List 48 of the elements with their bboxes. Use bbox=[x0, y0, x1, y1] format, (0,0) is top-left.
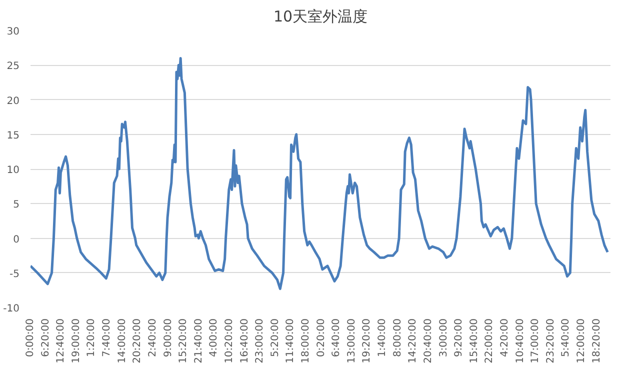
x-tick-label: 1:40:00 bbox=[377, 318, 388, 358]
x-tick-label: 10:20:00 bbox=[224, 318, 235, 364]
x-tick-label: 18:20:00 bbox=[591, 318, 602, 364]
x-tick-label: 6:20:00 bbox=[40, 318, 52, 358]
x-tick-label: 4:00:00 bbox=[208, 318, 220, 358]
x-tick-label: 6:40:00 bbox=[331, 318, 342, 358]
x-tick-label: 23:00:00 bbox=[254, 318, 266, 364]
x-tick-label: 4:20:00 bbox=[499, 318, 510, 358]
x-tick-label: 3:00:00 bbox=[438, 318, 450, 358]
x-tick-label: 16:40:00 bbox=[239, 318, 250, 364]
y-tick-label: 0 bbox=[13, 234, 20, 246]
x-tick-label: 0:20:00 bbox=[316, 318, 327, 358]
x-tick-label: 19:20:00 bbox=[362, 318, 373, 364]
x-tick-label: 1:20:00 bbox=[86, 318, 98, 358]
y-tick-label: 5 bbox=[13, 200, 20, 211]
x-tick-label: 22:00:00 bbox=[484, 318, 496, 364]
x-tick-label: 8:00:00 bbox=[392, 318, 404, 358]
x-tick-label: 9:20:00 bbox=[454, 318, 465, 358]
x-tick-label: 15:20:00 bbox=[178, 318, 190, 364]
x-tick-label: 23:20:00 bbox=[545, 318, 556, 364]
y-tick-label: -10 bbox=[3, 304, 20, 314]
x-tick-label: 20:20:00 bbox=[132, 318, 144, 364]
x-tick-label: 21:40:00 bbox=[193, 318, 204, 364]
y-tick-label: -5 bbox=[10, 268, 20, 280]
y-tick-label: 15 bbox=[6, 130, 20, 142]
chart-title: 10天室外温度 bbox=[273, 8, 368, 26]
x-tick-label: 11:40:00 bbox=[285, 318, 296, 364]
x-tick-label: 0:00:00 bbox=[25, 318, 36, 358]
x-tick-label: 20:40:00 bbox=[422, 318, 434, 364]
x-tick-label: 19:00:00 bbox=[70, 318, 82, 364]
x-tick-label: 14:20:00 bbox=[408, 318, 419, 364]
x-tick-label: 10:40:00 bbox=[514, 318, 526, 364]
x-tick-label: 13:00:00 bbox=[346, 318, 358, 364]
x-tick-label: 9:00:00 bbox=[162, 318, 174, 358]
x-tick-label: 12:00:00 bbox=[576, 318, 587, 364]
x-tick-label: 14:00:00 bbox=[116, 318, 128, 364]
x-tick-label: 5:40:00 bbox=[560, 318, 572, 358]
y-tick-label: 30 bbox=[6, 26, 20, 38]
x-tick-label: 5:20:00 bbox=[270, 318, 281, 358]
y-tick-label: 20 bbox=[6, 96, 20, 107]
x-tick-label: 17:00:00 bbox=[530, 318, 542, 364]
x-tick-label: 12:40:00 bbox=[56, 318, 67, 364]
x-tick-label: 2:40:00 bbox=[147, 318, 158, 358]
y-tick-label: 10 bbox=[6, 165, 20, 176]
x-tick-label: 18:00:00 bbox=[300, 318, 312, 364]
x-tick-label: 15:40:00 bbox=[468, 318, 480, 364]
y-tick-label: 25 bbox=[6, 61, 20, 72]
x-tick-label: 7:40:00 bbox=[102, 318, 113, 358]
